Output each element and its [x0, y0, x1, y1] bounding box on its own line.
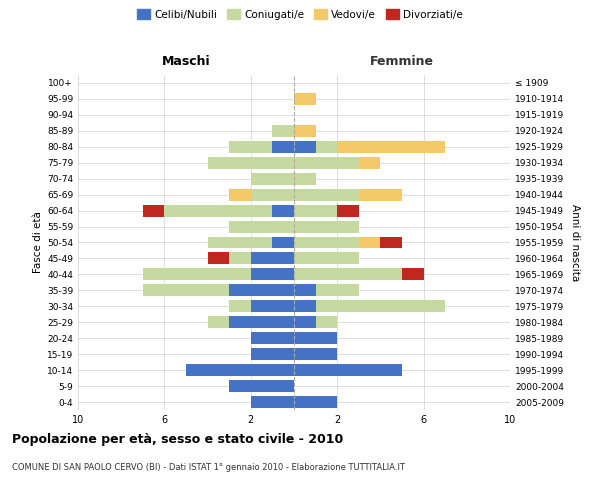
- Bar: [294, 268, 402, 280]
- Bar: [294, 141, 316, 153]
- Bar: [143, 268, 251, 280]
- Bar: [294, 236, 359, 248]
- Bar: [251, 396, 294, 408]
- Bar: [208, 157, 294, 168]
- Bar: [294, 220, 359, 232]
- Bar: [164, 204, 272, 216]
- Bar: [294, 252, 359, 264]
- Bar: [229, 300, 251, 312]
- Bar: [359, 236, 380, 248]
- Text: Femmine: Femmine: [370, 56, 434, 68]
- Bar: [143, 284, 229, 296]
- Bar: [402, 268, 424, 280]
- Bar: [251, 332, 294, 344]
- Bar: [294, 316, 316, 328]
- Bar: [294, 188, 359, 200]
- Bar: [251, 172, 294, 184]
- Bar: [143, 204, 164, 216]
- Text: Maschi: Maschi: [161, 56, 211, 68]
- Bar: [294, 396, 337, 408]
- Bar: [229, 380, 294, 392]
- Bar: [229, 188, 251, 200]
- Bar: [208, 252, 229, 264]
- Text: COMUNE DI SAN PAOLO CERVO (BI) - Dati ISTAT 1° gennaio 2010 - Elaborazione TUTTI: COMUNE DI SAN PAOLO CERVO (BI) - Dati IS…: [12, 462, 405, 471]
- Bar: [208, 316, 229, 328]
- Bar: [272, 204, 294, 216]
- Bar: [316, 316, 337, 328]
- Bar: [251, 252, 294, 264]
- Bar: [251, 300, 294, 312]
- Bar: [229, 141, 272, 153]
- Legend: Celibi/Nubili, Coniugati/e, Vedovi/e, Divorziati/e: Celibi/Nubili, Coniugati/e, Vedovi/e, Di…: [133, 5, 467, 24]
- Bar: [294, 364, 402, 376]
- Bar: [229, 284, 294, 296]
- Bar: [294, 204, 337, 216]
- Bar: [208, 236, 272, 248]
- Bar: [337, 204, 359, 216]
- Bar: [359, 157, 380, 168]
- Bar: [294, 284, 316, 296]
- Bar: [316, 141, 337, 153]
- Bar: [294, 93, 316, 105]
- Bar: [272, 125, 294, 137]
- Bar: [337, 141, 445, 153]
- Bar: [186, 364, 294, 376]
- Bar: [380, 236, 402, 248]
- Bar: [229, 252, 251, 264]
- Bar: [251, 188, 294, 200]
- Y-axis label: Anni di nascita: Anni di nascita: [569, 204, 580, 281]
- Bar: [251, 348, 294, 360]
- Bar: [229, 316, 294, 328]
- Bar: [251, 268, 294, 280]
- Text: Popolazione per età, sesso e stato civile - 2010: Popolazione per età, sesso e stato civil…: [12, 432, 343, 446]
- Bar: [316, 300, 445, 312]
- Bar: [316, 284, 359, 296]
- Bar: [272, 141, 294, 153]
- Bar: [294, 125, 316, 137]
- Bar: [294, 172, 316, 184]
- Bar: [359, 188, 402, 200]
- Y-axis label: Fasce di età: Fasce di età: [33, 212, 43, 274]
- Bar: [294, 348, 337, 360]
- Bar: [272, 236, 294, 248]
- Bar: [229, 220, 294, 232]
- Bar: [294, 300, 316, 312]
- Bar: [294, 332, 337, 344]
- Bar: [294, 157, 359, 168]
